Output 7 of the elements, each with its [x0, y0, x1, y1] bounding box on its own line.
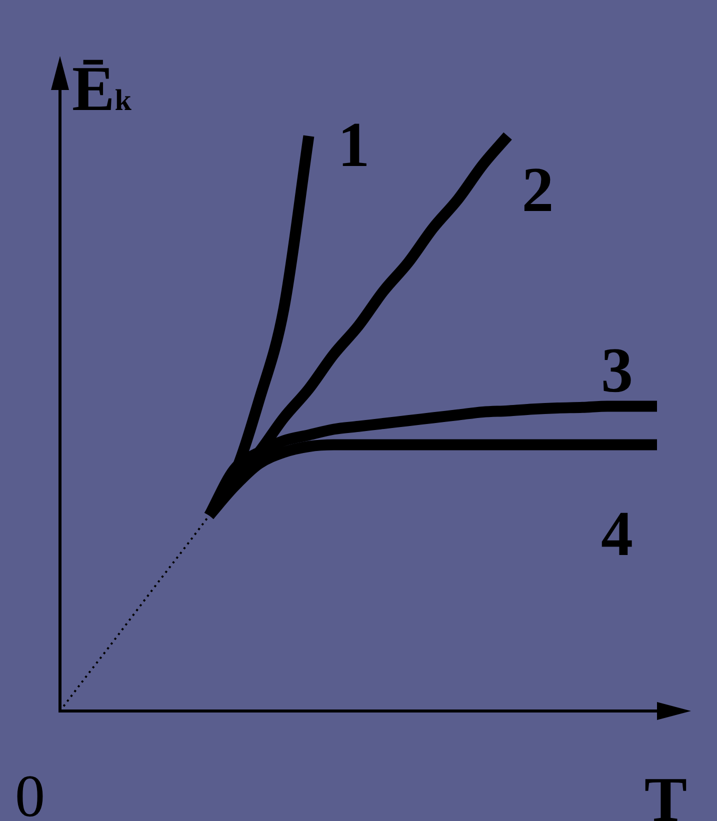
y-axis-title: Ēk — [72, 53, 132, 124]
series-label: 1 — [338, 109, 370, 180]
x-axis-title: T — [644, 764, 687, 821]
series-label: 2 — [522, 154, 554, 225]
text: 0 — [15, 763, 45, 821]
series-label: 3 — [601, 334, 633, 406]
series-label: 4 — [601, 498, 633, 569]
